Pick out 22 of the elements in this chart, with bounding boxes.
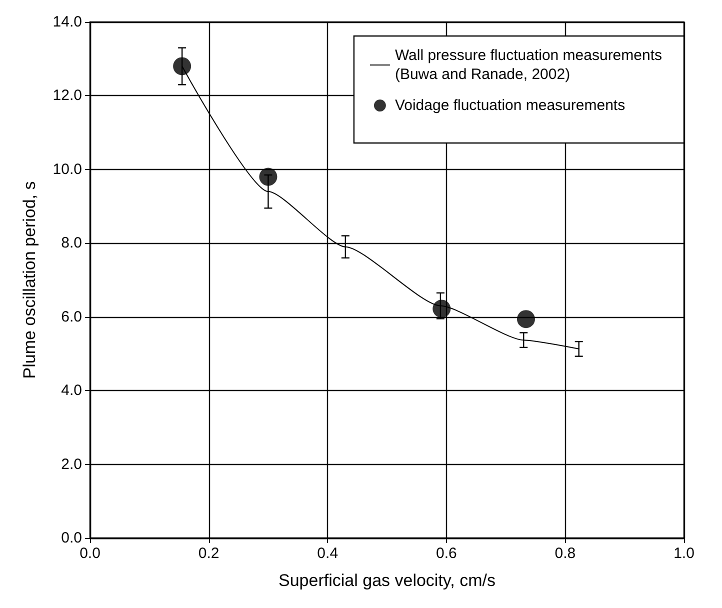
x-axis-title: Superficial gas velocity, cm/s [278, 571, 496, 590]
point [432, 300, 451, 318]
x-tick-label: 0.2 [198, 545, 220, 562]
x-tick-label: 0.4 [317, 545, 338, 562]
y-tick-label: 2.0 [61, 456, 82, 473]
y-tick-label: 4.0 [61, 382, 82, 400]
point [517, 310, 535, 328]
y-tick-label: 0.0 [61, 530, 82, 546]
x-tick-label: 0.8 [554, 545, 576, 562]
x-tick-label: 0.6 [436, 545, 457, 562]
y-axis-title: Plume oscillation period, s [20, 181, 39, 379]
y-tick-label: 14.0 [52, 14, 82, 30]
point [259, 168, 278, 186]
x-tick-label: 1.0 [674, 545, 694, 562]
y-tick-label: 10.0 [52, 160, 82, 178]
y-tick-label: 12.0 [52, 87, 82, 104]
x-tick-label: 0.0 [80, 545, 100, 562]
point [173, 57, 192, 76]
legend-label: Voidage fluctuation measurements [394, 97, 626, 114]
y-tick-label: 8.0 [61, 234, 82, 252]
y-tick-label: 6.0 [61, 308, 82, 326]
legend-label: Wall pressure fluctuation measurements (Buwa and Ranade, 2002) [394, 47, 662, 83]
